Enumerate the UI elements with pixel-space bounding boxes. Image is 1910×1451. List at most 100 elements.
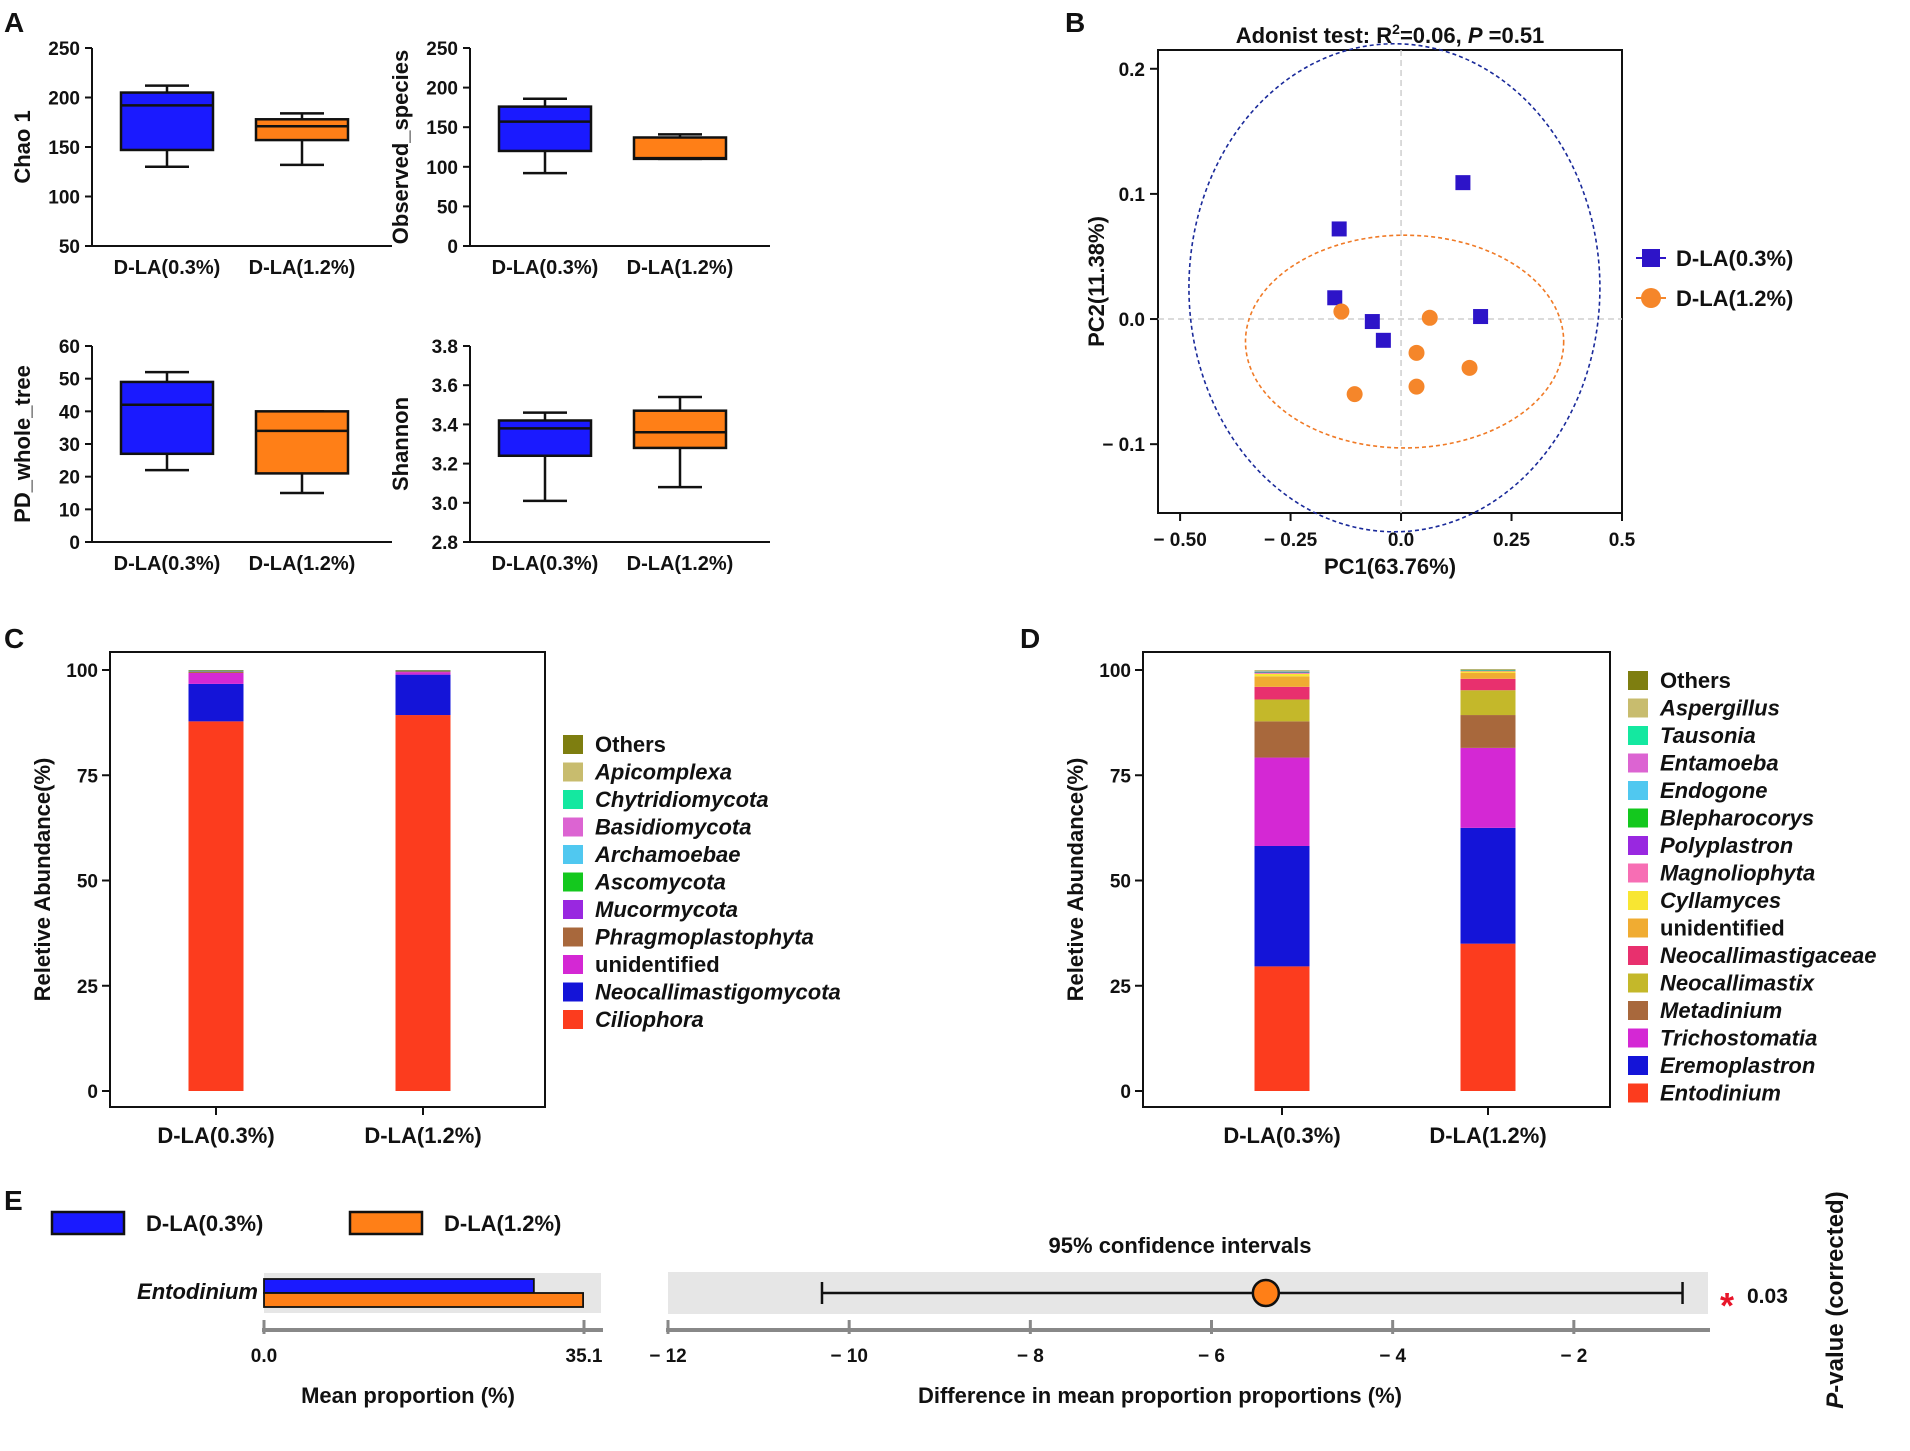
legend-label: Neocallimastix	[1660, 971, 1815, 996]
x-tick-label: D-LA(1.2%)	[364, 1123, 481, 1148]
panel-label-d: D	[1020, 623, 1040, 654]
legend-swatch	[563, 872, 583, 892]
legend-label: Neocallimastigaceae	[1660, 943, 1876, 968]
y-tick-label: 20	[59, 468, 80, 489]
y-tick-label: 0	[1120, 1082, 1131, 1103]
x-tick-label: 0.0	[251, 1346, 277, 1367]
p-value-axis-label: P-value (corrected)	[1822, 1191, 1849, 1408]
boxplot-a2: 0 50 100 150 200 250 Observed_species D-LA(0.3%…	[388, 39, 770, 279]
scatter-point	[1408, 344, 1425, 361]
y-tick-label: 2.8	[432, 533, 458, 554]
bar-segment	[395, 670, 451, 671]
bar-segment	[1254, 671, 1310, 673]
x-tick-label: D-LA(0.3%)	[157, 1123, 274, 1148]
bar-segment	[1254, 757, 1310, 846]
bar-segment	[1254, 672, 1310, 674]
legend-swatch	[50, 1210, 126, 1236]
bar-segment	[188, 721, 244, 1091]
bar-segment	[188, 671, 244, 672]
legend-label: Others	[1660, 668, 1731, 693]
x-tick-label: D-LA(0.3%)	[114, 257, 221, 279]
x-tick-label: 35.1	[566, 1346, 603, 1367]
panel-d-genus-bars: 0 25 50 75 100 Reletive Abundance(%) D-LA(0.3%…	[1063, 651, 1876, 1148]
scatter-point	[1461, 359, 1478, 376]
y-axis-label: PC2(11.38%)	[1084, 216, 1109, 347]
y-tick-label: 30	[59, 435, 80, 456]
legend-swatch	[563, 817, 583, 837]
legend-label: Basidiomycota	[595, 815, 752, 840]
y-axis-label: Shannon	[388, 397, 413, 491]
y-tick-label: 0	[69, 533, 80, 554]
panel-b-pcoa: Adonist test: R2=0.06, P =0.51 − 0.50 − 0.…	[1084, 21, 1793, 579]
title-middle: =0.06,	[1400, 23, 1468, 48]
legend-label: Apicomplexa	[594, 760, 732, 785]
legend-swatch	[1628, 891, 1648, 910]
legend-marker	[1642, 249, 1660, 267]
legend-swatch	[1628, 1083, 1648, 1103]
y-tick-label: 60	[59, 337, 80, 358]
y-tick-label: 0.0	[1119, 310, 1145, 331]
legend-marker	[1641, 288, 1661, 308]
scatter-point	[1327, 290, 1343, 306]
bar-segment	[188, 671, 244, 673]
legend-swatch	[563, 955, 583, 974]
legend-swatch	[563, 845, 583, 864]
plot-frame	[1142, 651, 1611, 1108]
p-label-rest: -value (corrected)	[1822, 1191, 1849, 1392]
y-tick-label: 50	[59, 370, 80, 391]
scatter-point	[1455, 175, 1471, 191]
bar-segment	[1254, 670, 1310, 672]
scatter-point	[1333, 303, 1350, 320]
x-tick-label: − 12	[649, 1346, 687, 1367]
legend-label: Phragmoplastophyta	[595, 925, 814, 950]
x-tick-label: D-LA(1.2%)	[249, 553, 356, 575]
legend-label: Tausonia	[1660, 723, 1756, 748]
legend-swatch	[1628, 698, 1648, 718]
box	[119, 380, 215, 456]
bar-segment	[1254, 845, 1310, 967]
bar-segment	[1254, 673, 1310, 677]
y-tick-label: 100	[48, 188, 80, 209]
x-tick-label: − 0.50	[1153, 530, 1206, 551]
y-tick-label: 50	[437, 197, 458, 218]
scatter-point	[1408, 378, 1425, 395]
legend-swatch	[563, 790, 583, 809]
legend-label: D-LA(0.3%)	[146, 1211, 263, 1236]
legend-label: Cyllamyces	[1660, 888, 1781, 913]
legend-swatch	[1628, 781, 1648, 800]
x-tick-label: D-LA(0.3%)	[114, 553, 221, 575]
bar-segment	[1460, 669, 1516, 670]
legend-swatch	[1628, 918, 1648, 938]
bar-segment	[1254, 676, 1310, 687]
boxplot-a4: 2.8 3.0 3.2 3.4 3.6 3.8 Shannon D-LA(0.3%) D-LA(…	[388, 337, 770, 575]
scatter-point	[1473, 309, 1489, 325]
legend-label: D-LA(1.2%)	[1676, 286, 1793, 311]
x-tick-label: − 4	[1379, 1346, 1406, 1367]
legend-label: Endogone	[1660, 778, 1768, 803]
bar-segment	[1254, 672, 1310, 674]
legend-swatch	[563, 927, 583, 947]
y-tick-label: 10	[59, 500, 80, 521]
y-tick-label: 100	[66, 661, 98, 682]
y-tick-label: 50	[77, 872, 98, 893]
x-tick-label: − 0.25	[1264, 530, 1318, 551]
p-value: 0.03	[1747, 1285, 1788, 1308]
bar-segment	[1254, 686, 1310, 700]
panel-label-b: B	[1065, 7, 1085, 38]
legend-label: Neocallimastigomycota	[595, 980, 841, 1005]
box	[497, 105, 593, 153]
box	[632, 409, 728, 450]
x-tick-label: 0.5	[1609, 530, 1636, 551]
feature-label: Entodinium	[137, 1279, 258, 1304]
y-tick-label: 150	[426, 118, 458, 139]
x-tick-label: 0.25	[1493, 530, 1530, 551]
y-tick-label: 100	[1099, 661, 1131, 682]
legend-label: Ciliophora	[595, 1007, 704, 1032]
ci-title: 95% confidence intervals	[1049, 1233, 1312, 1258]
box	[254, 410, 350, 475]
legend-label: Aspergillus	[1659, 696, 1780, 721]
y-tick-label: 150	[48, 138, 80, 159]
legend-swatch	[348, 1210, 424, 1236]
panel-c-phylum-bars: 0 25 50 75 100 Reletive Abundance(%) D-LA(0.3%…	[30, 651, 841, 1148]
x-tick-label: D-LA(1.2%)	[627, 257, 734, 279]
